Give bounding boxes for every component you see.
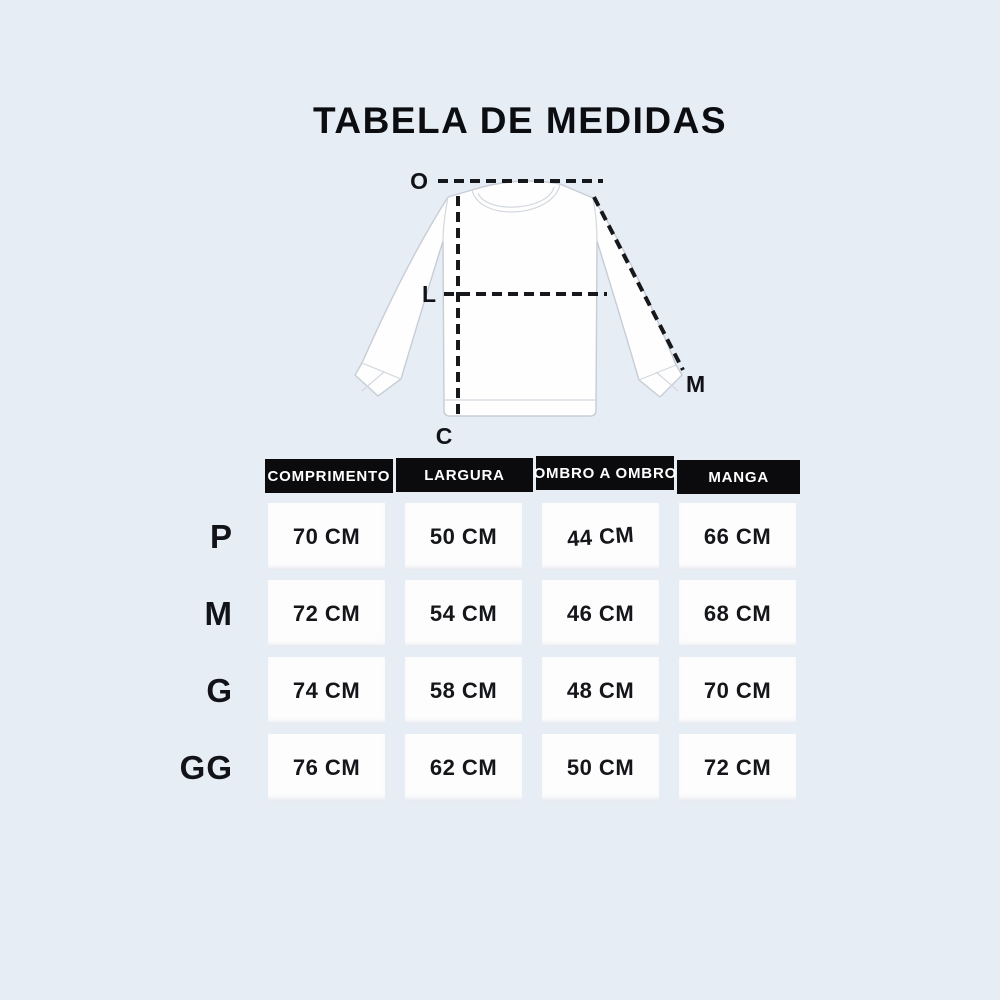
- measurement-value: 48 CM: [566, 677, 635, 703]
- measurement-value: 66 CM: [703, 523, 772, 549]
- measurement-cell: 50 CM: [542, 734, 659, 801]
- collar-inner-line: [477, 186, 555, 208]
- measurement-cell: 66 CM: [679, 503, 796, 570]
- measurement-value: 72 CM: [703, 754, 772, 780]
- column-header-comprimento: COMPRIMENTO: [265, 459, 393, 493]
- measurements-table: COMPRIMENTO LARGURA OMBRO A OMBRO MANGA …: [265, 456, 800, 801]
- measurement-value: 50 CM: [566, 754, 635, 780]
- garment-measurement-diagram: O L C M: [354, 168, 705, 449]
- measurement-value: 58 CM: [429, 677, 498, 703]
- measurement-cell: 46 CM: [542, 580, 659, 647]
- column-header-largura: LARGURA: [395, 458, 534, 492]
- measurement-cell: 50 CM: [405, 503, 522, 570]
- measurement-cell: 44 CM: [542, 503, 659, 570]
- measurement-cell: 62 CM: [405, 734, 522, 801]
- size-label-m: M: [204, 594, 233, 632]
- measurement-value: 46 CM: [566, 600, 635, 626]
- measurement-cell: 70 CM: [679, 657, 796, 724]
- left-cuff-fold: [361, 371, 385, 392]
- shirt-illustration: [354, 180, 683, 417]
- measurement-cell: 68 CM: [679, 580, 796, 647]
- right-cuff-line: [638, 364, 677, 381]
- left-armhole-seam: [442, 196, 449, 242]
- measurement-value: 72 CM: [292, 600, 361, 626]
- sleeve-measure-label: M: [686, 371, 705, 397]
- measurement-cell: 72 CM: [679, 734, 796, 801]
- measurement-cell: 76 CM: [268, 734, 385, 801]
- measurement-value: 74 CM: [292, 677, 361, 703]
- size-label-g: G: [206, 671, 233, 709]
- shirt-body: [354, 180, 683, 417]
- table-row-m: 72 CM 54 CM 46 CM 68 CM: [265, 580, 800, 647]
- size-label-p: P: [209, 517, 233, 555]
- measurement-cell: 72 CM: [268, 580, 385, 647]
- measurement-value: 44 CM: [566, 521, 635, 551]
- sleeve-measure-line: [592, 196, 685, 371]
- measurement-value: 70 CM: [703, 677, 772, 703]
- measurement-value: 68 CM: [703, 600, 772, 626]
- measurement-cell: 74 CM: [268, 657, 385, 724]
- shoulder-measure-label: O: [410, 168, 428, 194]
- column-header-manga: MANGA: [677, 460, 800, 494]
- table-row-p: 70 CM 50 CM 44 CM 66 CM: [265, 503, 800, 570]
- width-measure-label: L: [422, 281, 436, 307]
- size-label-gg: GG: [179, 748, 233, 786]
- measurement-value: 62 CM: [429, 754, 498, 780]
- page-title: TABELA DE MEDIDAS: [313, 100, 727, 141]
- measurement-cell: 70 CM: [268, 503, 385, 570]
- measurement-cell: 48 CM: [542, 657, 659, 724]
- measurement-value: 70 CM: [292, 523, 361, 549]
- measurement-cell: 54 CM: [405, 580, 522, 647]
- length-measure-label: C: [436, 423, 453, 449]
- right-armhole-seam: [592, 197, 598, 242]
- column-header-ombro-a-ombro: OMBRO A OMBRO: [534, 456, 676, 490]
- table-header-row: COMPRIMENTO LARGURA OMBRO A OMBRO MANGA: [265, 456, 800, 494]
- table-row-gg: 76 CM 62 CM 50 CM 72 CM: [265, 734, 800, 801]
- measurement-value: 50 CM: [429, 523, 498, 549]
- measurement-value: 76 CM: [292, 754, 361, 780]
- left-cuff-line: [361, 362, 402, 380]
- measurement-cell: 58 CM: [405, 657, 522, 724]
- right-cuff-fold: [655, 371, 679, 392]
- measurement-value: 54 CM: [429, 600, 498, 626]
- table-row-g: 74 CM 58 CM 48 CM 70 CM: [265, 657, 800, 724]
- collar-outer-line: [471, 183, 561, 213]
